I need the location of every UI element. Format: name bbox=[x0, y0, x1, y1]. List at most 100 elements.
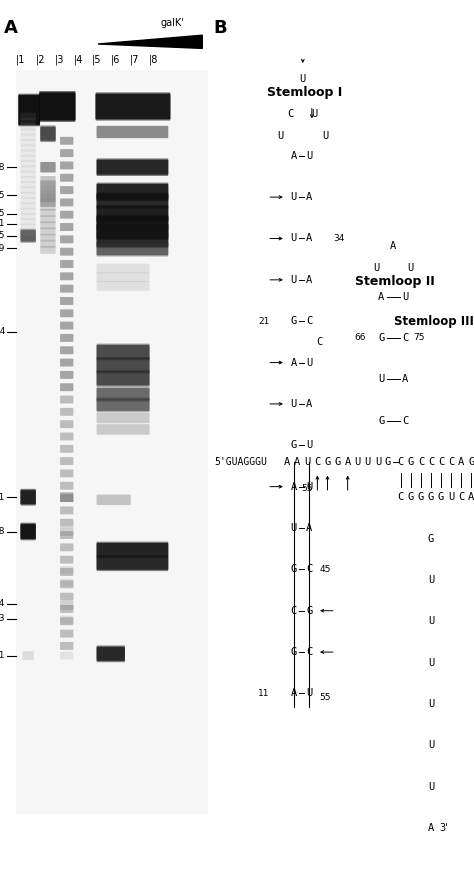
FancyBboxPatch shape bbox=[60, 470, 73, 478]
Text: |5: |5 bbox=[92, 55, 102, 65]
Text: C: C bbox=[288, 109, 294, 120]
Text: 55: 55 bbox=[301, 484, 313, 493]
Text: U: U bbox=[291, 233, 297, 244]
Text: U: U bbox=[306, 481, 312, 492]
Text: G: G bbox=[438, 492, 444, 502]
Text: C: C bbox=[428, 457, 434, 467]
FancyBboxPatch shape bbox=[60, 482, 73, 490]
FancyBboxPatch shape bbox=[97, 159, 168, 174]
Text: 5'GUAGGGU: 5'GUAGGGU bbox=[214, 457, 267, 467]
FancyBboxPatch shape bbox=[60, 445, 73, 453]
Text: 65: 65 bbox=[0, 209, 5, 218]
Text: 75: 75 bbox=[0, 191, 5, 200]
FancyBboxPatch shape bbox=[97, 371, 149, 385]
Text: 3': 3' bbox=[439, 823, 447, 833]
FancyBboxPatch shape bbox=[60, 651, 73, 660]
FancyBboxPatch shape bbox=[20, 202, 36, 209]
FancyBboxPatch shape bbox=[20, 176, 36, 183]
Text: A: A bbox=[428, 823, 434, 833]
Text: C: C bbox=[458, 492, 465, 502]
Text: U: U bbox=[428, 740, 434, 751]
Text: G: G bbox=[291, 564, 297, 575]
Text: A: A bbox=[306, 523, 312, 533]
Text: U: U bbox=[375, 457, 381, 467]
FancyBboxPatch shape bbox=[60, 248, 73, 255]
Text: 21: 21 bbox=[0, 493, 5, 502]
FancyBboxPatch shape bbox=[97, 231, 168, 246]
FancyBboxPatch shape bbox=[97, 386, 149, 401]
Text: B: B bbox=[214, 19, 228, 37]
Text: 13: 13 bbox=[0, 614, 5, 623]
FancyBboxPatch shape bbox=[97, 263, 149, 273]
FancyBboxPatch shape bbox=[97, 358, 149, 372]
FancyBboxPatch shape bbox=[60, 186, 73, 194]
Text: A: A bbox=[306, 399, 312, 409]
FancyBboxPatch shape bbox=[60, 616, 73, 623]
FancyBboxPatch shape bbox=[20, 165, 36, 172]
Text: G: G bbox=[335, 457, 341, 467]
FancyBboxPatch shape bbox=[60, 527, 73, 536]
FancyBboxPatch shape bbox=[60, 579, 73, 586]
FancyBboxPatch shape bbox=[97, 281, 149, 290]
Text: U: U bbox=[291, 523, 297, 533]
FancyBboxPatch shape bbox=[60, 507, 73, 515]
Text: 55: 55 bbox=[320, 693, 331, 702]
Text: U: U bbox=[306, 150, 312, 161]
FancyBboxPatch shape bbox=[97, 397, 149, 412]
FancyBboxPatch shape bbox=[60, 567, 73, 575]
Text: A: A bbox=[345, 457, 351, 467]
FancyBboxPatch shape bbox=[40, 202, 55, 210]
FancyBboxPatch shape bbox=[20, 224, 36, 231]
FancyBboxPatch shape bbox=[40, 227, 55, 235]
Text: A: A bbox=[306, 275, 312, 285]
Text: 75: 75 bbox=[413, 334, 425, 342]
Text: U: U bbox=[373, 262, 379, 273]
FancyBboxPatch shape bbox=[20, 128, 36, 136]
Text: U: U bbox=[304, 457, 310, 467]
Text: U: U bbox=[448, 492, 454, 502]
FancyBboxPatch shape bbox=[97, 224, 168, 238]
FancyBboxPatch shape bbox=[97, 357, 149, 373]
FancyBboxPatch shape bbox=[20, 524, 36, 539]
FancyBboxPatch shape bbox=[60, 630, 73, 638]
Text: G: G bbox=[291, 647, 297, 657]
Text: G: G bbox=[418, 492, 424, 502]
FancyBboxPatch shape bbox=[20, 155, 36, 162]
Text: A: A bbox=[378, 291, 384, 302]
FancyBboxPatch shape bbox=[97, 158, 168, 176]
Text: A: A bbox=[291, 357, 297, 368]
FancyBboxPatch shape bbox=[60, 371, 73, 379]
Text: 34: 34 bbox=[0, 327, 5, 336]
Text: G: G bbox=[291, 316, 297, 326]
Text: U: U bbox=[300, 74, 306, 84]
Text: C: C bbox=[402, 415, 409, 426]
Text: G: G bbox=[468, 457, 474, 467]
FancyBboxPatch shape bbox=[60, 334, 73, 342]
Text: U: U bbox=[365, 457, 371, 467]
Text: Stemloop I: Stemloop I bbox=[267, 86, 342, 99]
FancyBboxPatch shape bbox=[40, 176, 55, 185]
Text: U: U bbox=[306, 440, 312, 451]
FancyBboxPatch shape bbox=[20, 523, 36, 540]
FancyBboxPatch shape bbox=[40, 185, 55, 194]
Text: A: A bbox=[306, 192, 312, 202]
Text: U: U bbox=[428, 575, 434, 585]
FancyBboxPatch shape bbox=[60, 642, 73, 650]
Text: A: A bbox=[390, 240, 396, 251]
FancyBboxPatch shape bbox=[20, 134, 36, 141]
Text: G: G bbox=[408, 457, 414, 467]
FancyBboxPatch shape bbox=[97, 182, 168, 201]
FancyBboxPatch shape bbox=[60, 433, 73, 441]
Text: U: U bbox=[378, 374, 384, 385]
FancyBboxPatch shape bbox=[60, 605, 73, 613]
Text: U: U bbox=[306, 688, 312, 699]
Text: G: G bbox=[385, 457, 391, 467]
Text: Stemloop III: Stemloop III bbox=[394, 315, 474, 327]
Text: U: U bbox=[291, 275, 297, 285]
Text: G: G bbox=[378, 415, 384, 426]
Text: Stemloop II: Stemloop II bbox=[355, 275, 434, 288]
Text: G: G bbox=[428, 492, 434, 502]
FancyBboxPatch shape bbox=[96, 93, 170, 119]
FancyBboxPatch shape bbox=[20, 113, 36, 120]
Text: 55: 55 bbox=[0, 231, 5, 240]
